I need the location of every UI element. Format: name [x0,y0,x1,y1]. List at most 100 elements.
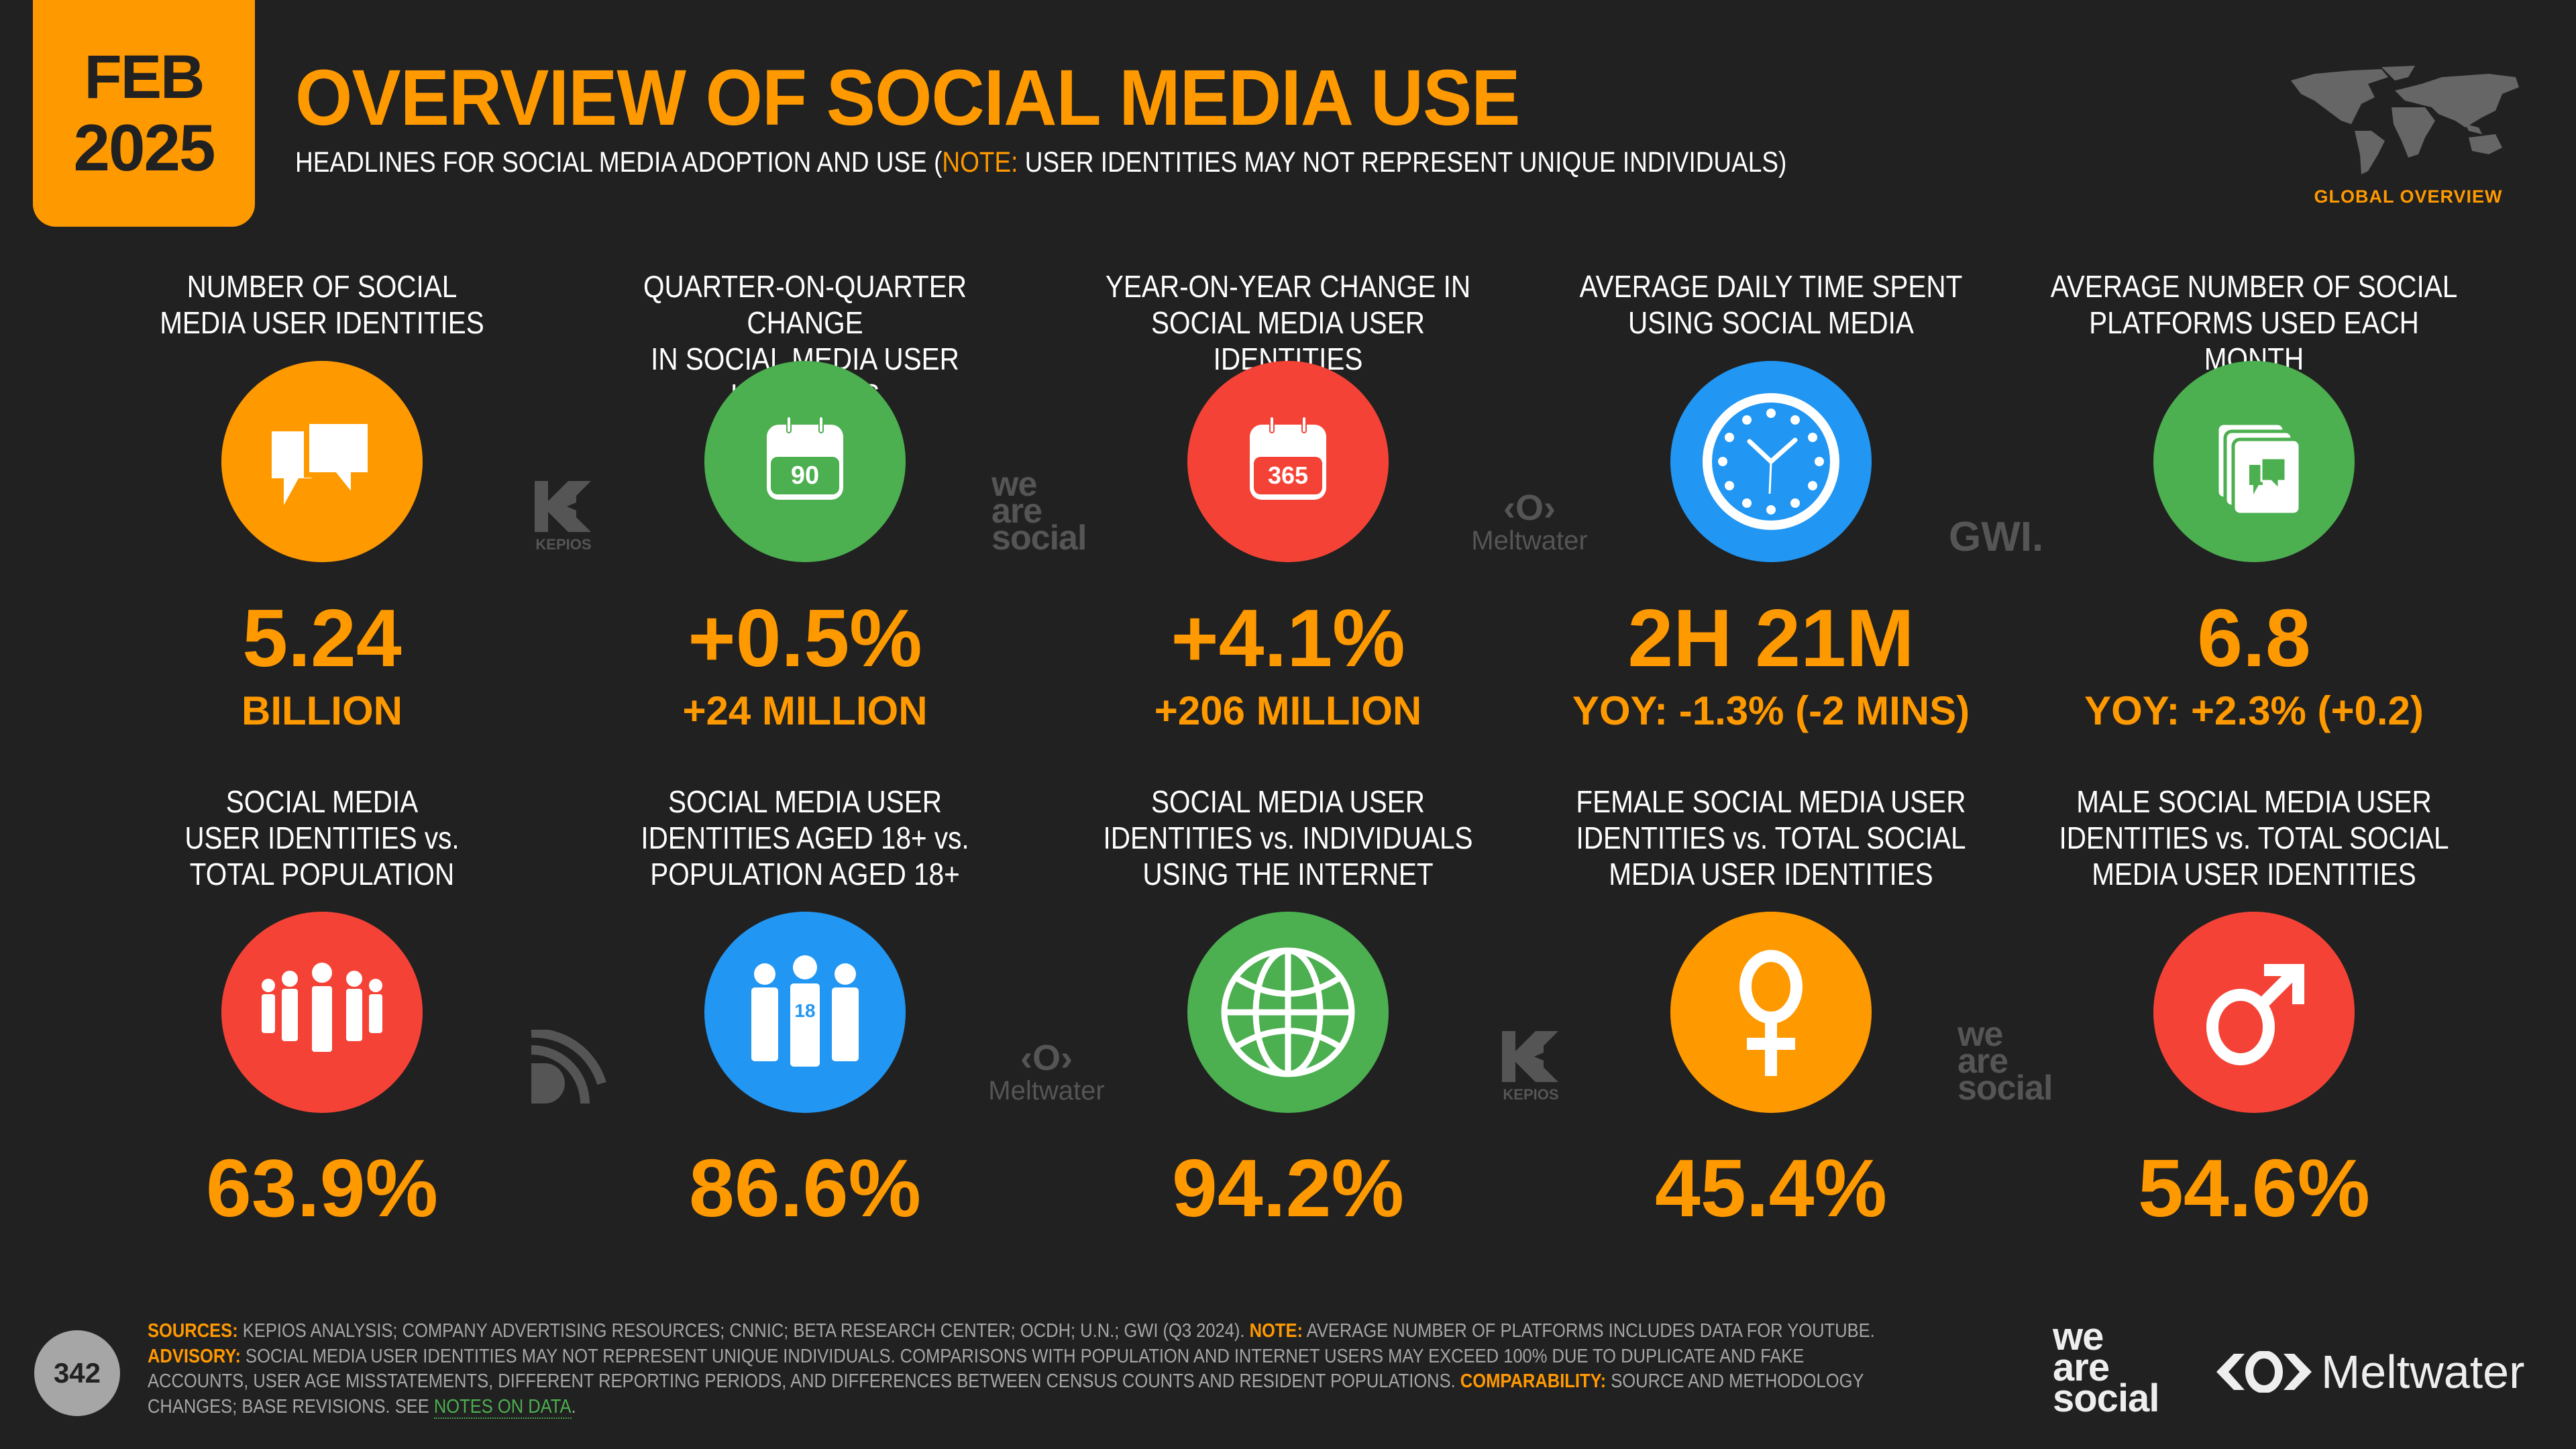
label-line: MALE SOCIAL MEDIA USER [2076,784,2432,819]
page-title: OVERVIEW OF SOCIAL MEDIA USE [295,54,1520,142]
advisory-text-cont: ACCOUNTS, USER AGE MISSTATEMENTS, DIFFER… [148,1371,1460,1392]
label-line: SOCIAL MEDIA USER [668,784,942,819]
stat-value-qoq: +0.5% [688,592,922,684]
label-line: FEMALE SOCIAL MEDIA USER [1576,784,1966,819]
female-symbol-icon [1670,912,1872,1113]
date-month: FEB [84,43,205,111]
meltwater-logo: ‹O› Meltwater [979,1040,1114,1106]
label-line: NUMBER OF SOCIAL [186,269,458,304]
kepios-logo: KEPIOS [1501,1030,1561,1103]
label-line: IDENTITIES vs. INDIVIDUALS [1103,820,1473,855]
we-are-social-logo: we are social [991,465,1087,557]
stat-value-platforms: 6.8 [2197,592,2311,684]
we-are-social-brand: we are social [2053,1315,2159,1418]
stat-sub-qoq: +24 MILLION [682,688,928,733]
stat-sub-yoy: +206 MILLION [1154,688,1422,733]
stat-value-vs-population: 63.9% [206,1142,438,1234]
comparability-text-cont: CHANGES; BASE REVISIONS. SEE [148,1395,434,1417]
meltwater-eye-icon [2216,1351,2312,1393]
footer-line-3: ACCOUNTS, USER AGE MISSTATEMENTS, DIFFER… [148,1369,2037,1395]
stacked-platforms-icon [2153,361,2355,562]
note-label: NOTE: [1249,1320,1303,1342]
footer-line-4: CHANGES; BASE REVISIONS. SEE NOTES ON DA… [148,1395,2037,1420]
stat-value-female: 45.4% [1655,1142,1887,1234]
stat-sub-users: BILLION [241,688,402,733]
calendar-90-icon: 90 [704,361,906,562]
stat-value-aged-18: 86.6% [689,1142,921,1234]
brand-line: we [2053,1315,2104,1358]
label-line: SOCIAL MEDIA [225,784,419,819]
we-are-social-logo: we are social [1957,1015,2053,1108]
label-line: IDENTITIES vs. TOTAL SOCIAL [1576,820,1966,855]
sources-text: KEPIOS ANALYSIS; COMPANY ADVERTISING RES… [237,1320,1250,1342]
date-badge: FEB 2025 [33,0,255,227]
kepios-logo-text: KEPIOS [1503,1086,1559,1103]
datareportal-logo [530,1028,610,1107]
page-subtitle: HEADLINES FOR SOCIAL MEDIA ADOPTION AND … [295,146,1786,179]
stat-sub-daily-time: YOY: -1.3% (-2 MINS) [1572,688,1970,733]
page-number: 342 [34,1330,120,1416]
label-line: USING THE INTERNET [1142,857,1434,892]
comparability-text: SOURCE AND METHODOLOGY [1606,1371,1864,1392]
stat-label-aged-18: SOCIAL MEDIA USER IDENTITIES AGED 18+ vs… [564,784,1046,892]
notes-on-data-link[interactable]: NOTES ON DATA [433,1395,572,1419]
stat-label-vs-internet: SOCIAL MEDIA USER IDENTITIES vs. INDIVID… [1046,784,1529,892]
label-line: AVERAGE NUMBER OF SOCIAL [2050,269,2458,304]
sources-label: SOURCES: [148,1320,238,1342]
brand-line: are [2053,1346,2110,1389]
stat-value-users: 5.24 [242,592,402,684]
kepios-logo-text: KEPIOS [535,536,592,553]
stat-label-daily-time: AVERAGE DAILY TIME SPENT USING SOCIAL ME… [1529,268,2012,341]
stat-value-daily-time: 2H 21M [1627,592,1915,684]
label-line: MEDIA USER IDENTITIES [1609,857,1933,892]
stat-label-social-media-users: NUMBER OF SOCIAL MEDIA USER IDENTITIES [80,268,564,341]
footer-line-1: SOURCES: KEPIOS ANALYSIS; COMPANY ADVERT… [148,1319,2037,1344]
stat-value-yoy: +4.1% [1171,592,1405,684]
label-line: AVERAGE DAILY TIME SPENT [1579,269,1963,304]
stat-value-male: 54.6% [2138,1142,2370,1234]
chat-bubbles-icon [221,361,423,562]
stat-label-vs-population: SOCIAL MEDIA USER IDENTITIES vs. TOTAL P… [80,784,564,892]
meltwater-logo: ‹O› Meltwater [1462,490,1597,555]
note-text: AVERAGE NUMBER OF PLATFORMS INCLUDES DAT… [1303,1320,1875,1342]
male-symbol-icon [2153,912,2355,1113]
footer-line-2: ADVISORY: SOCIAL MEDIA USER IDENTITIES M… [148,1344,2037,1370]
meltwater-brand-text: Meltwater [2321,1346,2525,1398]
globe-icon [1187,912,1389,1113]
label-line: TOTAL POPULATION [189,857,455,892]
date-year: 2025 [73,111,215,184]
world-map-icon [2288,64,2529,178]
advisory-label: ADVISORY: [148,1345,241,1367]
label-line: MEDIA USER IDENTITIES [160,305,484,340]
kepios-logo: KEPIOS [533,480,594,553]
svg-text:90: 90 [791,462,819,490]
advisory-text: SOCIAL MEDIA USER IDENTITIES MAY NOT REP… [240,1345,1805,1367]
subtitle-text: HEADLINES FOR SOCIAL MEDIA ADOPTION AND … [295,146,943,178]
adults-18-icon: 18 [704,912,906,1113]
crowd-icon [221,912,423,1113]
label-line: YEAR-ON-YEAR CHANGE IN [1105,269,1471,304]
meltwater-logo-text: Meltwater [988,1076,1105,1106]
footer-notes: SOURCES: KEPIOS ANALYSIS; COMPANY ADVERT… [148,1319,2037,1419]
stat-value-vs-internet: 94.2% [1172,1142,1404,1234]
svg-text:365: 365 [1268,462,1308,489]
label-line: USER IDENTITIES vs. [184,820,460,855]
subtitle-note-label: NOTE: [942,146,1018,178]
meltwater-brand: Meltwater [2214,1345,2524,1399]
label-line: USING SOCIAL MEDIA [1628,305,1914,340]
label-line: IDENTITIES vs. TOTAL SOCIAL [2059,820,2449,855]
svg-text:18: 18 [794,1000,815,1021]
clock-icon [1670,361,1872,562]
label-line: IDENTITIES AGED 18+ vs. [641,820,969,855]
stat-sub-platforms: YOY: +2.3% (+0.2) [2084,688,2424,733]
label-line: SOCIAL MEDIA USER [1151,784,1425,819]
calendar-365-icon: 365 [1187,361,1389,562]
comparability-label: COMPARABILITY: [1460,1371,1607,1392]
region-label: GLOBAL OVERVIEW [2314,186,2503,207]
label-line: MEDIA USER IDENTITIES [2092,857,2416,892]
meltwater-logo-text: Meltwater [1471,526,1588,555]
stat-label-male: MALE SOCIAL MEDIA USER IDENTITIES vs. TO… [2012,784,2496,892]
label-line: QUARTER-ON-QUARTER CHANGE [643,269,967,340]
link-suffix: . [571,1395,576,1417]
label-line: POPULATION AGED 18+ [650,857,960,892]
